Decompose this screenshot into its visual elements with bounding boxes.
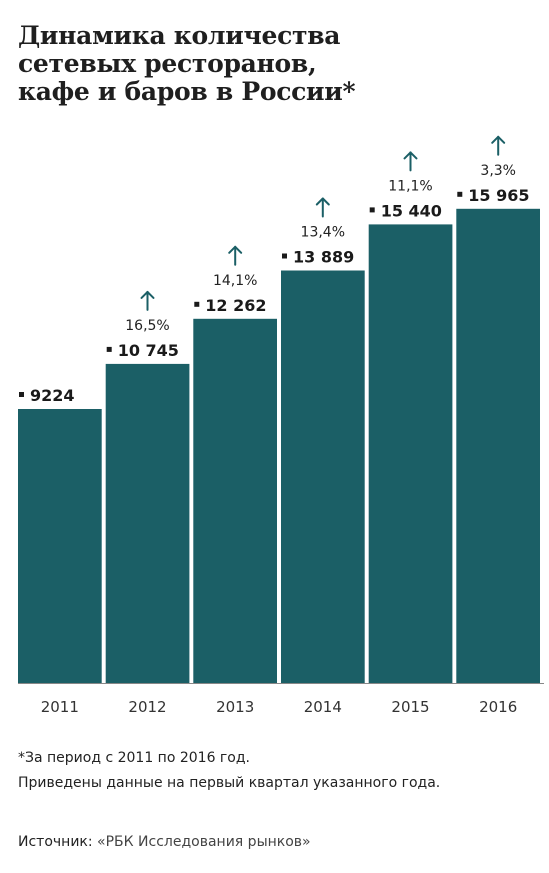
x-tick-label-2016: 2016 (479, 698, 517, 716)
labels-layer: 9224 10 745 16,5% 12 262 14,1% 13 889 13,4% 15 … (19, 135, 530, 405)
bar-chart: 9224 10 745 16,5% 12 262 14,1% 13 889 13,4% 15 … (18, 135, 544, 716)
arrow-up-icon-head (228, 245, 243, 254)
arrow-up-icon (403, 151, 418, 172)
square-bullet-icon (19, 392, 24, 397)
square-bullet-icon (194, 301, 200, 307)
arrow-up-icon (491, 135, 506, 156)
x-tick-label-2011: 2011 (41, 698, 79, 716)
growth-label-2012: 16,5% (125, 318, 169, 334)
value-label-2011: 9224 (30, 386, 75, 405)
arrow-up-icon-head (315, 197, 330, 206)
chart-title-line-3: кафе и баров в России* (18, 77, 356, 106)
data-explanation: Приведены данные на первый квартал указа… (18, 775, 441, 791)
square-bullet-icon (457, 191, 463, 197)
bar-2016 (456, 208, 540, 684)
bars-layer (18, 208, 540, 684)
arrow-up-icon (140, 290, 155, 311)
growth-label-2013: 14,1% (213, 273, 257, 289)
chart-title: Динамика количества сетевых ресторанов, … (18, 22, 528, 106)
x-axis-ticks: 2011 2012 2013 2014 2015 2016 (41, 698, 518, 716)
growth-label-2014: 13,4% (301, 225, 345, 241)
notes: *За период с 2011 по 2016 год. Приведены… (18, 746, 538, 796)
x-tick-label-2012: 2012 (128, 698, 166, 716)
arrow-up-icon (315, 197, 330, 218)
arrow-up-icon-head (403, 151, 418, 160)
bar-2012 (105, 363, 190, 683)
square-bullet-icon (106, 346, 112, 352)
arrow-up-icon-head (140, 290, 155, 299)
x-tick-label-2015: 2015 (391, 698, 429, 716)
x-tick-label-2013: 2013 (216, 698, 254, 716)
source: Источник: «РБК Исследования рынков» (18, 834, 311, 850)
arrow-up-icon (228, 245, 243, 266)
growth-label-2016: 3,3% (480, 163, 516, 179)
arrow-up-icon-head (491, 135, 506, 144)
x-tick-label-2014: 2014 (304, 698, 342, 716)
value-label-2014: 13 889 (293, 248, 354, 267)
value-label-2013: 12 262 (205, 296, 266, 315)
source-label: Источник: (18, 834, 93, 850)
value-label-2012: 10 745 (118, 341, 179, 360)
source-value: «РБК Исследования рынков» (97, 834, 311, 850)
footnote: *За период с 2011 по 2016 год. (18, 750, 250, 766)
growth-label-2015: 11,1% (388, 178, 432, 194)
bar-2015 (368, 224, 453, 683)
bar-2013 (193, 318, 277, 683)
chart-title-line-1: Динамика количества (18, 21, 341, 50)
square-bullet-icon (282, 253, 287, 259)
bar-2011 (18, 409, 102, 683)
square-bullet-icon (369, 207, 375, 213)
value-label-2015: 15 440 (381, 201, 442, 220)
bar-2014 (281, 270, 365, 683)
value-label-2016: 15 965 (468, 186, 529, 205)
chart-title-line-2: сетевых ресторанов, (18, 49, 317, 78)
